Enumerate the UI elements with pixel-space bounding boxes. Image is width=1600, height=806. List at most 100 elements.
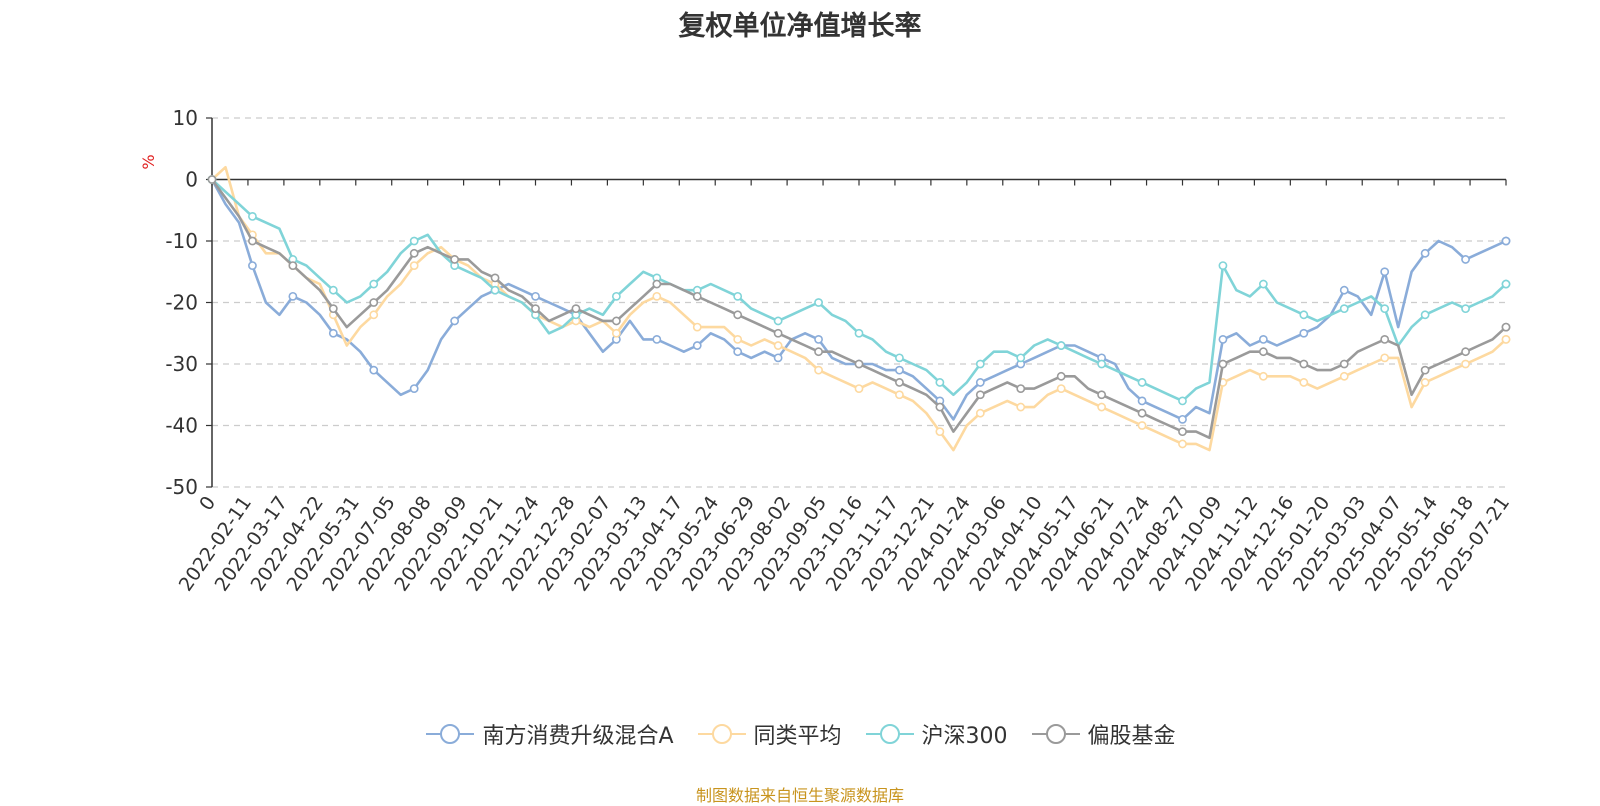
series-point [692,291,702,301]
series-point [1258,279,1268,289]
series-point [895,365,904,375]
series-point [409,236,419,246]
legend-item[interactable]: 同类平均 [696,718,842,750]
x-tick-label: 0 [195,492,220,515]
series-point [975,378,985,387]
data-source-footer: 制图数据来自恒生聚源数据库 [695,786,904,805]
legend-swatch-icon [865,724,914,744]
series-point [733,347,743,357]
series-point [773,341,783,350]
y-tick-label: -30 [165,352,198,376]
series-point [248,236,257,246]
series-point [248,261,257,270]
series-point [328,304,338,314]
series-point [328,328,338,338]
y-axis-unit-label: % [139,154,158,169]
series-point [490,285,500,295]
y-tick-label: -40 [165,414,198,438]
series-point [1380,353,1390,363]
series-point [611,328,621,338]
y-tick-label: 10 [173,106,198,130]
series-point [1258,371,1268,381]
series-point [1299,328,1309,338]
series-point [1380,267,1390,277]
series-point [975,359,985,369]
series-point [1501,279,1511,289]
series-point [1016,384,1026,393]
series-point [935,378,945,387]
series-point [1137,378,1147,387]
series-point [288,261,298,270]
series-point [1339,304,1349,314]
series-point [1339,371,1349,381]
series-point [773,316,783,326]
series-point [611,316,621,326]
series-point [814,365,823,375]
series-point [369,279,379,289]
series-point [1299,310,1309,320]
series-point [895,378,904,387]
legend-item[interactable]: 沪深300 [864,718,1008,750]
y-tick-label: -10 [165,229,198,253]
series-point [1501,334,1511,344]
series-point [975,390,985,400]
series-point [1056,341,1066,350]
series-point [652,291,662,301]
series-point [1016,353,1026,363]
series-point [733,291,743,301]
series-point [854,359,864,369]
series-point [1097,390,1107,400]
legend-label: 偏股基金 [1087,724,1176,749]
legend-item[interactable]: 偏股基金 [1030,718,1176,750]
series-point [814,298,823,307]
series-line [210,178,1507,421]
series-point [369,310,379,320]
series-point [1016,402,1026,412]
series-point [1420,310,1430,320]
series-point [814,334,823,344]
series-point [1461,304,1470,314]
legend-label: 同类平均 [753,724,842,749]
series-point [611,291,621,301]
series-point [248,211,257,221]
series-point [369,298,379,307]
series-line [211,165,1507,452]
series-point [207,175,217,184]
series-point [652,279,662,289]
series-point [1178,396,1187,406]
series-point [975,408,985,418]
series-point [854,328,864,338]
series-point [369,365,379,375]
series-point [733,310,743,320]
series-point [1299,378,1309,387]
series-point [692,322,702,332]
series-point [1097,359,1107,369]
series-point [733,334,743,344]
series-point [409,261,419,270]
series-point [1380,334,1390,344]
series-point [531,304,540,314]
series-point [1380,304,1390,314]
series-point [1137,396,1147,406]
legend-item[interactable]: 南方消费升级混合A [424,718,674,750]
series-point [854,384,864,393]
series-point [1218,334,1228,344]
chart-title: 复权单位净值增长率 [678,11,922,42]
series-point [692,341,702,350]
legend-label: 沪深300 [921,724,1008,749]
series-point [935,402,945,412]
series-point [814,347,823,357]
series-line [210,178,1507,440]
series-point [1137,408,1147,418]
series-point [1178,427,1187,437]
series-point [1178,439,1187,449]
y-tick-label: 0 [185,168,198,192]
series-point [1299,359,1309,369]
grid-lines [212,117,1506,488]
series-point [773,328,783,338]
series-point [1461,255,1470,264]
legend-swatch-icon [426,724,475,744]
series-point [328,285,338,295]
series-point [409,384,419,393]
